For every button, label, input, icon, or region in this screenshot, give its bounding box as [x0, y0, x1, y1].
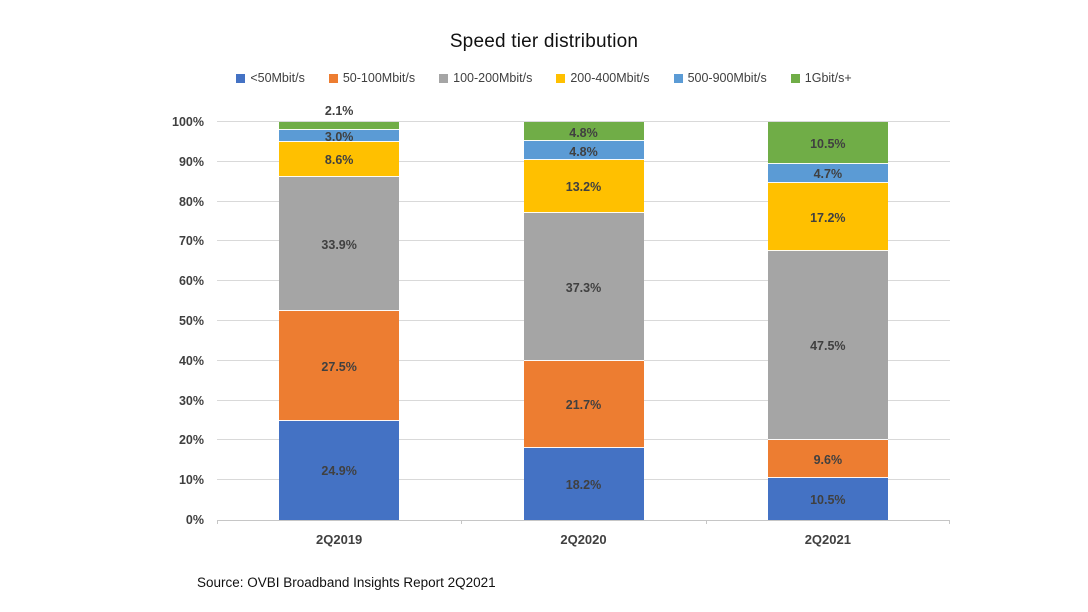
y-axis-label: 50%: [178, 314, 204, 328]
bar-segment: [523, 447, 644, 520]
x-axis-line: [217, 520, 950, 521]
legend-swatch-icon: [790, 73, 800, 83]
y-axis-label: 100%: [172, 115, 204, 129]
bar-segment: [279, 122, 400, 131]
x-axis-tick: [217, 520, 218, 524]
bar-segment: [767, 182, 888, 251]
chart-title: Speed tier distribution: [449, 31, 639, 52]
bar-segment: [523, 160, 644, 213]
x-axis-tick: [706, 520, 707, 524]
bar-segment-label: 24.9%: [321, 464, 357, 479]
bar-segment-label: 4.8%: [569, 125, 598, 140]
bar-segment-label: 4.7%: [813, 167, 843, 182]
bar-segment: [767, 440, 888, 479]
x-axis-tick: [949, 520, 950, 524]
bar-segment-label: 3.0%: [324, 130, 354, 145]
gridline: [217, 121, 950, 122]
bar-segment: [767, 250, 888, 441]
y-axis-label: 20%: [178, 433, 204, 448]
chart-legend: <50Mbit/s 50-100Mbit/s 100-200Mbit/s 200-40…: [0, 71, 1088, 85]
bar-segment-label: 8.6%: [324, 153, 354, 168]
legend-label: 200-400Mbit/s: [570, 71, 650, 85]
plot-area: 24.9% 27.5% 33.9% 8.6% 3.0% 2.1% 18.2% 21.7% 37.…: [217, 104, 950, 524]
x-axis-label: 2Q2019: [316, 532, 363, 547]
legend-label: 500-900Mbit/s: [687, 71, 767, 85]
y-axis-label: 60%: [178, 274, 204, 289]
bar-column: 24.9% 27.5% 33.9% 8.6% 3.0% 2.1%: [279, 104, 400, 520]
bar-segment-label: 33.9%: [321, 238, 357, 252]
legend-swatch-icon: [439, 73, 449, 83]
y-axis-label: 0%: [185, 513, 204, 527]
bar-segment-label: 18.2%: [565, 477, 602, 492]
bar-segment: [767, 122, 888, 164]
bar-segment: [279, 311, 400, 421]
bar-segment-label: 10.5%: [810, 493, 846, 508]
bar-segment: [279, 176, 400, 312]
bar-segment-label: 2.1%: [324, 104, 354, 118]
bar-segment-label: 37.3%: [565, 280, 602, 295]
bar-segment-label: 47.5%: [810, 339, 846, 354]
bar-segment: [523, 141, 644, 161]
legend-swatch-icon: [556, 73, 566, 83]
bar-segment: [279, 130, 400, 143]
bar-segment: [767, 163, 888, 183]
legend-swatch-icon: [673, 73, 683, 83]
legend-item: 500-900Mbit/s: [673, 71, 767, 85]
legend-label: 1Gbit/s+: [804, 71, 852, 85]
legend-label: 50-100Mbit/s: [342, 71, 416, 85]
bar-segment-label: 9.6%: [813, 453, 843, 468]
bar-segment-label: 17.2%: [810, 210, 846, 225]
y-axis-label: 40%: [178, 353, 204, 368]
bar-segment: [523, 212, 644, 362]
bar-segment: [279, 420, 400, 520]
legend-item: <50Mbit/s: [236, 71, 305, 85]
y-axis-label: 30%: [178, 393, 204, 408]
x-axis-label: 2Q2020: [560, 532, 607, 547]
bar-segment: [523, 361, 644, 448]
y-axis-label: 90%: [178, 154, 204, 169]
legend-item: 200-400Mbit/s: [556, 71, 650, 85]
legend-swatch-icon: [328, 73, 338, 83]
bar-segment: [523, 122, 644, 142]
bar-segment-label: 27.5%: [321, 360, 357, 375]
bar-column: 18.2% 21.7% 37.3% 13.2% 4.8% 4.8%: [523, 122, 644, 520]
legend-item: 100-200Mbit/s: [439, 71, 532, 85]
bar-segment: [279, 142, 400, 177]
legend-swatch-icon: [236, 73, 246, 83]
bar-segment-label: 21.7%: [565, 398, 602, 413]
legend-item: 1Gbit/s+: [790, 71, 852, 85]
legend-label: 100-200Mbit/s: [453, 71, 533, 85]
legend-label: <50Mbit/s: [250, 71, 305, 85]
bar-segment: [767, 478, 888, 520]
y-axis-label: 70%: [178, 234, 204, 249]
x-axis-label: 2Q2021: [804, 532, 851, 547]
bar-segment-label: 13.2%: [565, 180, 602, 195]
legend-item: 50-100Mbit/s: [328, 71, 416, 85]
x-axis-tick: [461, 520, 462, 524]
bar-segment-label: 10.5%: [810, 136, 846, 151]
y-axis-label: 80%: [178, 194, 204, 209]
bar-column: 10.5% 9.6% 47.5% 17.2% 4.7% 10.5%: [767, 122, 888, 520]
bar-segment-label: 4.8%: [569, 144, 598, 159]
y-axis-label: 10%: [178, 473, 204, 488]
source-note: Source: OVBI Broadband Insights Report 2…: [197, 575, 496, 590]
